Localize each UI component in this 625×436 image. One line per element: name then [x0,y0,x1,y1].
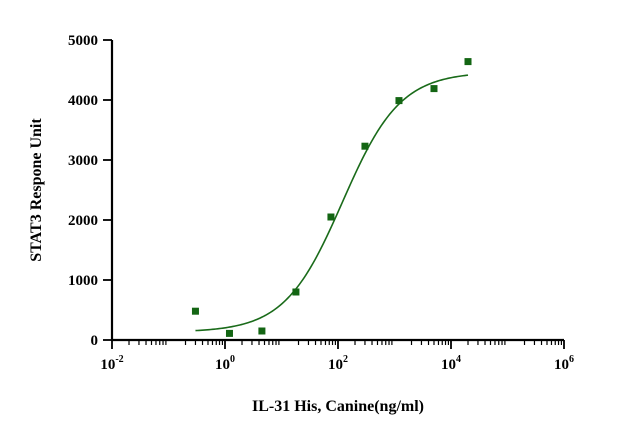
fit-curve [195,74,469,332]
x-tick-label: 106 [554,354,574,373]
data-point [225,329,233,337]
x-axis: 10-2 100 102 104 106 [100,338,574,373]
y-tick-label: 0 [91,333,99,349]
y-axis: 0 1000 2000 3000 4000 5000 [68,33,114,349]
y-tick-label: 5000 [68,33,98,49]
data-point [292,288,300,296]
x-tick-label: 10-2 [100,354,123,373]
y-axis-title: STAT3 Respone Unit [28,118,45,262]
data-point [430,85,438,93]
data-point [191,307,199,315]
data-point [327,213,335,221]
data-point [464,58,472,66]
x-tick-label: 100 [215,354,235,373]
data-point [258,327,266,335]
x-axis-title: IL-31 His, Canine(ng/ml) [252,398,424,415]
y-tick-label: 4000 [68,93,98,109]
y-tick-label: 3000 [68,153,98,169]
data-point [361,142,369,150]
y-tick-label: 2000 [68,213,98,229]
x-tick-label: 102 [328,354,348,373]
data-points [191,58,472,337]
x-tick-label: 104 [441,354,461,373]
data-point [395,97,403,105]
y-tick-label: 1000 [68,273,98,289]
